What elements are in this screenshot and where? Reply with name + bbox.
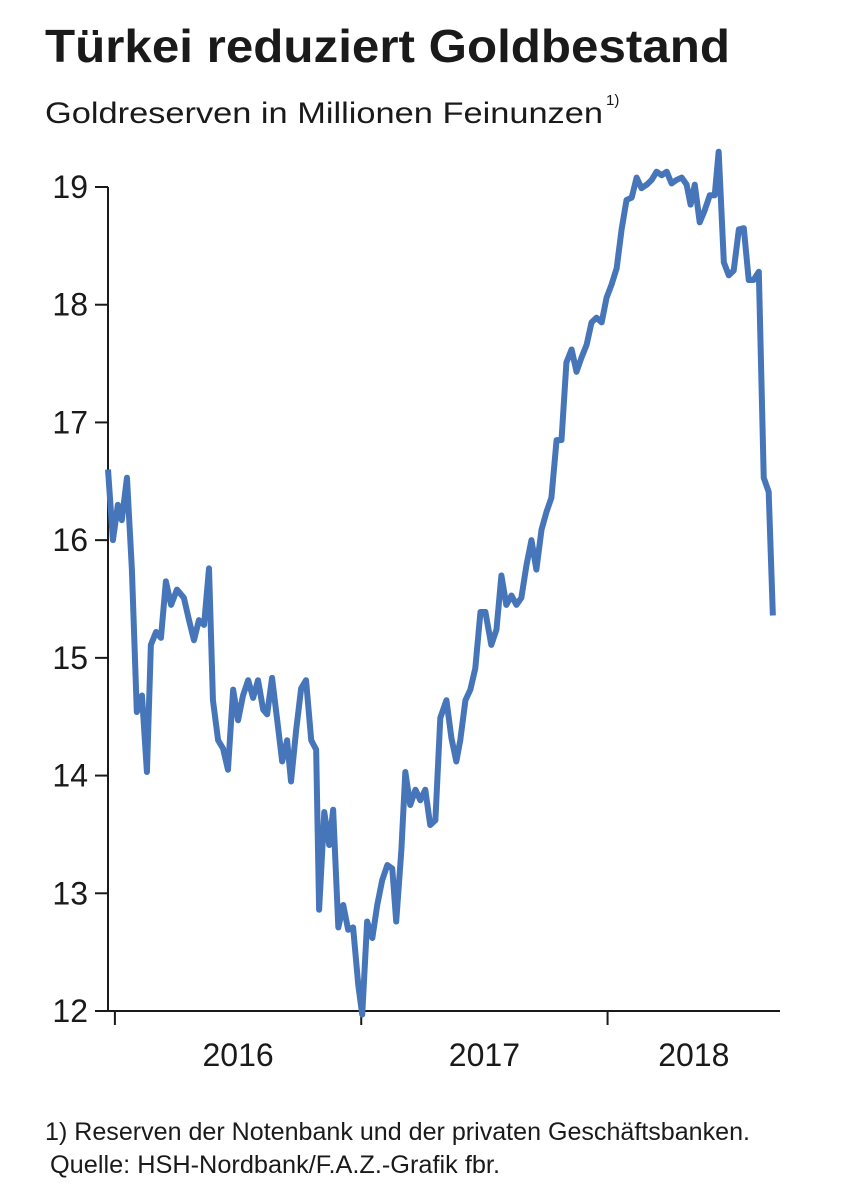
- y-tick-label: 18: [52, 287, 88, 323]
- y-tick-label: 16: [52, 522, 88, 558]
- x-tick-label: 2016: [202, 1037, 273, 1073]
- subtitle-note: 1): [606, 92, 619, 109]
- y-tick-label: 17: [52, 404, 88, 440]
- data-line: [105, 148, 776, 1018]
- footnote: 1) Reserven der Notenbank und der privat…: [45, 1118, 750, 1146]
- chart-title: Türkei reduziert Goldbestand: [45, 20, 730, 72]
- y-tick-label: 15: [52, 640, 88, 676]
- y-tick-label: 14: [52, 758, 88, 794]
- x-tick-label: 2017: [449, 1037, 520, 1073]
- y-tick-label: 13: [52, 875, 88, 911]
- source: Quelle: HSH-Nordbank/F.A.Z.-Grafik fbr.: [50, 1151, 500, 1179]
- y-tick-label: 12: [52, 993, 88, 1029]
- x-tick-label: 2018: [658, 1037, 729, 1073]
- chart-subtitle: Goldreserven in Millionen Feinunzen: [45, 97, 603, 130]
- y-tick-label: 19: [52, 169, 88, 205]
